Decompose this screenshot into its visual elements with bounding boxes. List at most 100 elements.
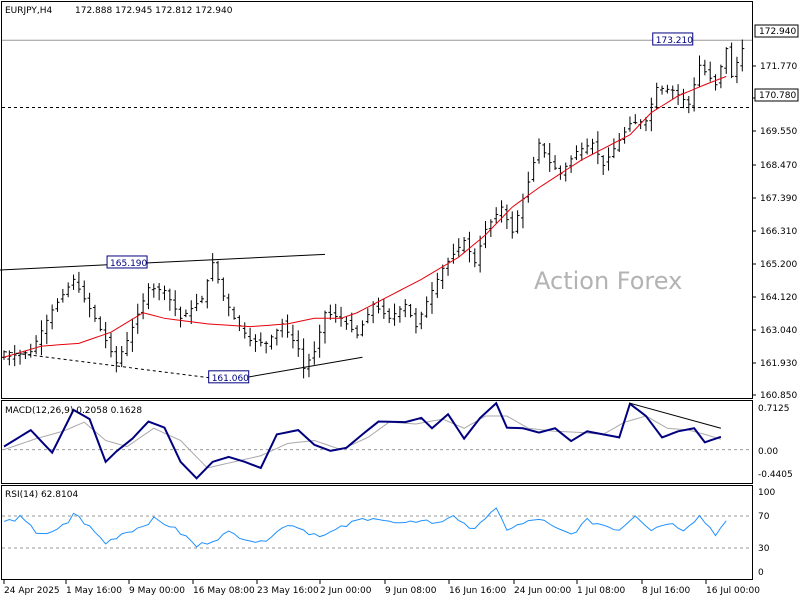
price-bar — [462, 237, 467, 253]
price-bar — [579, 142, 584, 161]
price-bar — [12, 345, 17, 367]
price-label-2: 173.210 — [656, 36, 693, 46]
time-tick-label: 9 Jun 08:00 — [385, 586, 437, 596]
trendline-1 — [3, 351, 245, 383]
price-bar — [633, 114, 638, 125]
price-bar — [157, 283, 162, 301]
rsi-title: RSI(14) 62.8104 — [5, 490, 78, 500]
price-bar — [697, 55, 702, 88]
price-bar — [323, 310, 327, 344]
price-bar — [360, 320, 365, 337]
price-bar — [403, 299, 408, 318]
price-bar — [510, 211, 515, 239]
price-label-box-2 — [652, 32, 694, 46]
price-bar — [301, 338, 306, 379]
price-bar — [125, 331, 130, 357]
price-bar — [269, 334, 274, 350]
price-bar — [66, 282, 71, 298]
price-bar — [146, 283, 151, 310]
price-tick-label: 160.850 — [760, 391, 797, 401]
level-price-box — [754, 88, 799, 102]
main-pane — [1, 1, 753, 399]
price-bar — [601, 155, 606, 175]
price-bar — [296, 330, 301, 357]
price-bar — [285, 314, 290, 338]
price-tick-label: 166.310 — [760, 227, 797, 237]
price-bar — [713, 74, 718, 91]
price-bar — [34, 335, 39, 355]
price-bar — [627, 116, 632, 132]
price-bar — [692, 77, 697, 112]
price-tick-label: 168.470 — [760, 161, 797, 171]
price-bar — [130, 318, 135, 352]
price-bar — [644, 116, 648, 132]
current-price-label: 172.940 — [759, 27, 796, 37]
price-bar — [216, 260, 220, 284]
price-bar — [178, 306, 183, 328]
time-tick-label: 16 May 08:00 — [193, 586, 255, 596]
time-tick-label: 23 May 16:00 — [257, 586, 319, 596]
price-bar — [472, 248, 477, 268]
rsi-tick-label: 70 — [758, 512, 770, 522]
price-bar — [563, 162, 568, 182]
price-bar — [7, 350, 12, 366]
time-tick-label: 1 Jul 08:00 — [577, 586, 626, 596]
price-bar — [537, 138, 541, 164]
time-tick-label: 24 Apr 2025 — [4, 586, 60, 596]
price-bar — [660, 85, 665, 95]
price-bar — [39, 320, 44, 356]
macd-tick-label: 0.7125 — [758, 404, 790, 414]
price-bar — [248, 327, 253, 347]
price-bar — [205, 279, 210, 309]
price-tick-label: 167.390 — [760, 194, 797, 204]
price-bar — [387, 308, 392, 324]
price-bar — [87, 292, 92, 318]
price-bar — [381, 298, 386, 319]
price-bar — [569, 155, 574, 173]
price-bar — [734, 56, 739, 84]
price-bar — [611, 138, 616, 159]
price-bar — [317, 324, 322, 358]
rsi-tick-label: 0 — [758, 568, 764, 578]
price-bar — [109, 332, 113, 358]
rsi-line — [3, 507, 727, 548]
price-bar — [290, 324, 295, 349]
rsi-tick-label: 100 — [758, 488, 775, 498]
ohlc-readout: 172.888 172.945 172.812 172.940 — [75, 6, 233, 16]
price-bar — [708, 61, 713, 82]
price-bar — [199, 295, 204, 304]
macd-layer — [2, 401, 752, 480]
time-tick-label: 16 Jun 16:00 — [449, 586, 506, 596]
price-bar — [440, 264, 445, 289]
price-bar — [435, 272, 440, 298]
price-bar — [446, 257, 451, 276]
price-bar — [595, 131, 600, 165]
price-bar — [515, 210, 520, 234]
price-label-box-1 — [208, 370, 250, 384]
macd-title: MACD(12,26,9) 0.2058 0.1628 — [5, 406, 142, 416]
price-bar — [488, 219, 493, 238]
time-tick-label: 9 May 00:00 — [129, 586, 185, 596]
macd-line — [3, 401, 722, 480]
price-bar — [724, 47, 729, 74]
price-label-0: 165.190 — [110, 259, 147, 269]
price-bar — [114, 346, 119, 373]
price-bar — [226, 293, 231, 317]
time-tick-label: 16 Jul 00:00 — [706, 586, 760, 596]
price-bar — [23, 350, 28, 360]
price-bar — [258, 332, 263, 347]
price-bar — [55, 298, 60, 312]
price-bar — [328, 304, 333, 320]
price-bar — [135, 303, 140, 334]
price-bar — [729, 42, 734, 79]
price-bar — [702, 59, 707, 76]
price-bar — [242, 322, 247, 339]
price-bar — [264, 341, 269, 354]
price-bar — [392, 303, 397, 326]
price-bar — [306, 353, 311, 378]
price-label-1: 161.060 — [212, 374, 249, 384]
price-tick-label: 163.040 — [760, 326, 797, 336]
price-bar — [349, 312, 354, 333]
price-bar — [574, 145, 579, 161]
price-bar — [413, 308, 418, 334]
